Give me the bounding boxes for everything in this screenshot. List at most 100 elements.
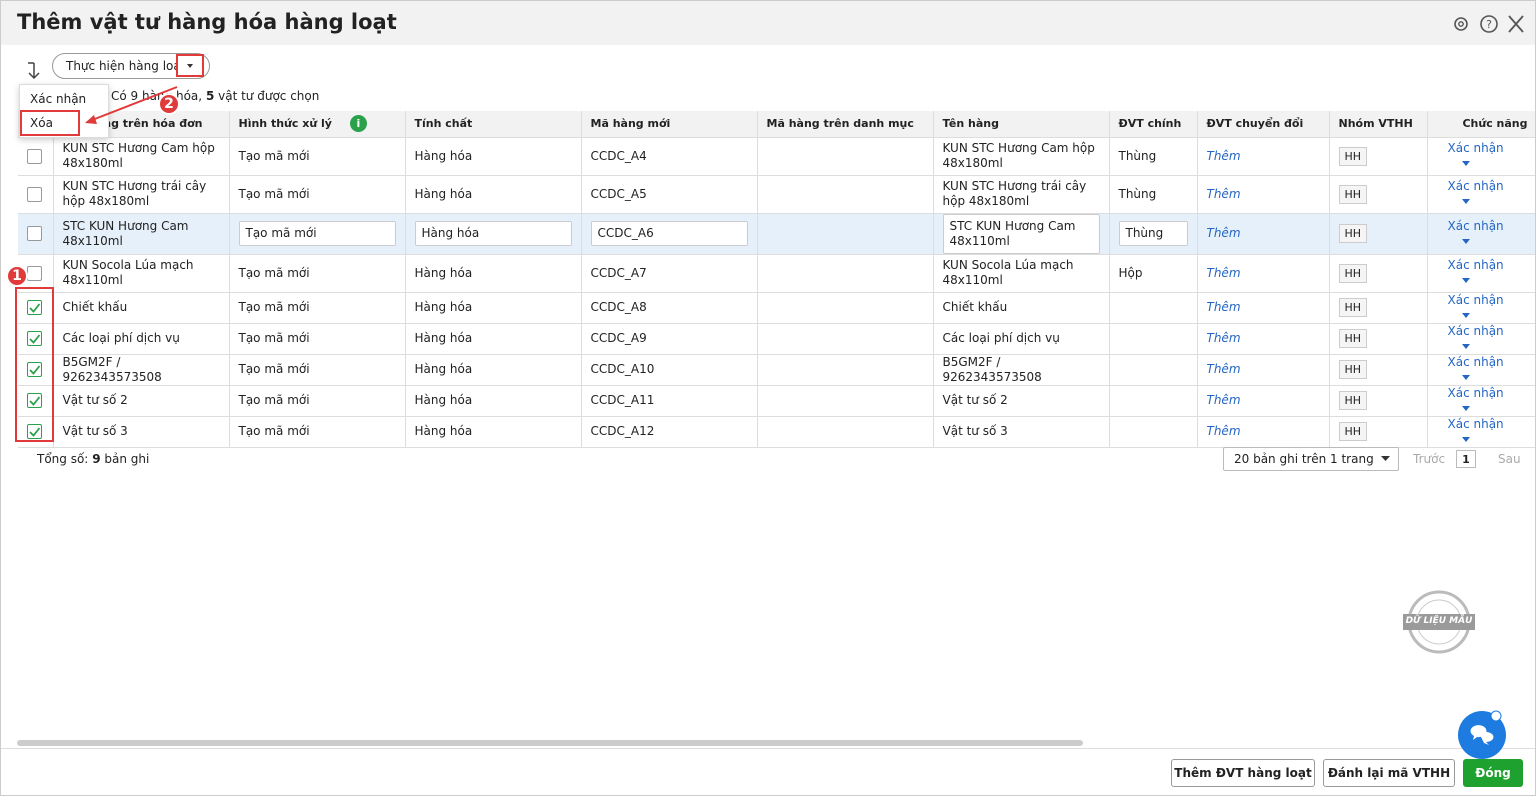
cell: Chiết khấu (933, 292, 1110, 324)
cell: Tạo mã mới (229, 213, 406, 255)
selection-prefix: Có 9 hàng hóa, (111, 89, 203, 103)
checkbox[interactable] (27, 331, 42, 346)
cell: HH (1329, 213, 1428, 255)
chat-button[interactable] (1456, 709, 1508, 761)
cell: Hàng hóa (405, 137, 582, 176)
checkbox[interactable] (27, 226, 42, 241)
bulk-action-toggle[interactable] (176, 54, 204, 77)
page-size-select[interactable]: 20 bản ghi trên 1 trang (1223, 447, 1399, 471)
action-link[interactable]: Xác nhận (1447, 218, 1504, 233)
checkbox[interactable] (27, 265, 42, 281)
group-tag: HH (1338, 146, 1368, 166)
cell: Tạo mã mới (229, 323, 406, 355)
input-field[interactable]: Thùng (1118, 221, 1188, 246)
button[interactable]: Thêm ĐVT hàng loạt (1171, 759, 1315, 787)
cell (757, 292, 934, 324)
cell: Xác nhận (1427, 175, 1535, 214)
menu-item[interactable]: Xóa (20, 110, 80, 136)
add-link[interactable]: Thêm (1206, 186, 1241, 201)
add-link[interactable]: Thêm (1206, 331, 1241, 345)
add-link[interactable]: Thêm (1206, 148, 1241, 163)
button[interactable]: Đóng (1463, 759, 1523, 787)
table-row[interactable]: STC KUN Hương Cam 48x110ml Tạo mã mới Hàng… (18, 213, 1535, 255)
scrollbar[interactable] (17, 740, 1083, 746)
table-row[interactable]: B5GM2F / 9262343573508 Tạo mã mới Hàng hóa… (18, 354, 1535, 386)
cell: Xác nhận (1427, 323, 1535, 355)
cell: Thùng (1109, 213, 1198, 255)
summary-count: 9 (92, 452, 101, 466)
column-header: ĐVT chính (1109, 111, 1198, 138)
add-link[interactable]: Thêm (1206, 265, 1241, 280)
cell: Vật tư số 3 (933, 416, 1110, 448)
cell: Xác nhận (1427, 416, 1535, 448)
add-link[interactable]: Thêm (1206, 362, 1241, 376)
checkbox[interactable] (27, 186, 42, 202)
cell: Xác nhận (1427, 254, 1535, 293)
input-field[interactable]: Tạo mã mới (238, 221, 396, 246)
action-link[interactable]: Xác nhận (1447, 179, 1504, 193)
group-tag: HH (1338, 329, 1368, 348)
action-link[interactable]: Xác nhận (1447, 292, 1504, 307)
table-row[interactable]: Vật tư số 2 Tạo mã mới Hàng hóa CCDC_A11 Vật… (18, 385, 1535, 417)
add-link[interactable]: Thêm (1206, 226, 1241, 240)
checkbox[interactable] (27, 393, 42, 408)
settings-icon[interactable] (1454, 17, 1468, 31)
action-link[interactable]: Xác nhận (1447, 416, 1504, 431)
column-header: Hình thức xử lý i (229, 111, 406, 138)
cell: Tạo mã mới (229, 254, 406, 293)
button[interactable]: Đánh lại mã VTHH (1323, 759, 1455, 787)
sort-icon[interactable] (25, 61, 43, 81)
selection-text: Có 9 hàng hóa, 5 vật tư được chọn (111, 89, 319, 103)
table-row[interactable]: KUN STC Hương trái cây hộp 48x180ml Tạo m… (18, 175, 1535, 214)
input-field[interactable]: Hàng hóa (414, 221, 572, 246)
checkbox[interactable] (27, 362, 42, 377)
checkbox[interactable] (27, 300, 42, 315)
cell: Hàng hóa (405, 213, 582, 255)
checkbox-cell (18, 323, 54, 355)
cell (757, 213, 934, 255)
cell: Thêm (1197, 254, 1330, 293)
action-link[interactable]: Xác nhận (1447, 354, 1504, 369)
action-link[interactable]: Xác nhận (1447, 385, 1504, 400)
cell: Hàng hóa (405, 354, 582, 386)
page-number[interactable]: 1 (1456, 450, 1476, 468)
add-link[interactable]: Thêm (1206, 424, 1241, 438)
action-link[interactable]: Xác nhận (1447, 141, 1504, 155)
checkbox[interactable] (27, 424, 42, 439)
help-icon[interactable] (1480, 15, 1498, 33)
cell: Vật tư số 2 (53, 385, 230, 417)
table-row[interactable]: KUN Socola Lúa mạch 48x110ml Tạo mã mới Hà… (18, 254, 1535, 293)
next-button[interactable]: Sau (1498, 452, 1521, 466)
cell (1109, 323, 1198, 355)
cell: CCDC_A4 (581, 137, 758, 176)
header-row: Tên hàng trên hóa đơn Hình thức xử lý i Tín… (18, 111, 1535, 138)
group-tag: HH (1338, 360, 1368, 379)
cell-text: Chiết khấu (942, 300, 1008, 314)
column-header: Mã hàng trên danh mục (757, 111, 934, 138)
cell: Vật tư số 2 (933, 385, 1110, 417)
prev-button[interactable]: Trước (1413, 452, 1446, 466)
menu-item[interactable]: Xác nhận (30, 92, 87, 106)
watermark-text: DỮ LIỆU MẪU (1405, 616, 1473, 626)
cell: Thêm (1197, 175, 1330, 214)
add-link[interactable]: Thêm (1206, 393, 1241, 407)
cell: Xác nhận (1427, 137, 1535, 176)
close-icon[interactable] (1508, 15, 1524, 33)
table-row[interactable]: Chiết khấu Tạo mã mới Hàng hóa CCDC_A8 Chiết… (18, 292, 1535, 324)
cell: Xác nhận (1427, 213, 1535, 255)
cell-text: Thùng (1118, 148, 1157, 163)
input-field[interactable]: STC KUN Hương Cam 48x110ml (942, 213, 1100, 254)
table-row[interactable]: Các loại phí dịch vụ Tạo mã mới Hàng hóa CC… (18, 323, 1535, 355)
help-mark: ? (1486, 18, 1492, 31)
watermark (1403, 590, 1475, 654)
action-link[interactable]: Xác nhận (1447, 258, 1504, 272)
table-row[interactable]: KUN STC Hương Cam hộp 48x180ml Tạo mã mới… (18, 137, 1535, 176)
cell-text: Vật tư số 3 (62, 424, 128, 438)
input-field[interactable]: CCDC_A6 (590, 221, 748, 246)
table-row[interactable]: Vật tư số 3 Tạo mã mới Hàng hóa CCDC_A12 Vật… (18, 416, 1535, 448)
cell: Hàng hóa (405, 416, 582, 448)
add-link[interactable]: Thêm (1206, 300, 1241, 314)
action-link[interactable]: Xác nhận (1447, 323, 1504, 338)
checkbox[interactable] (27, 148, 42, 164)
